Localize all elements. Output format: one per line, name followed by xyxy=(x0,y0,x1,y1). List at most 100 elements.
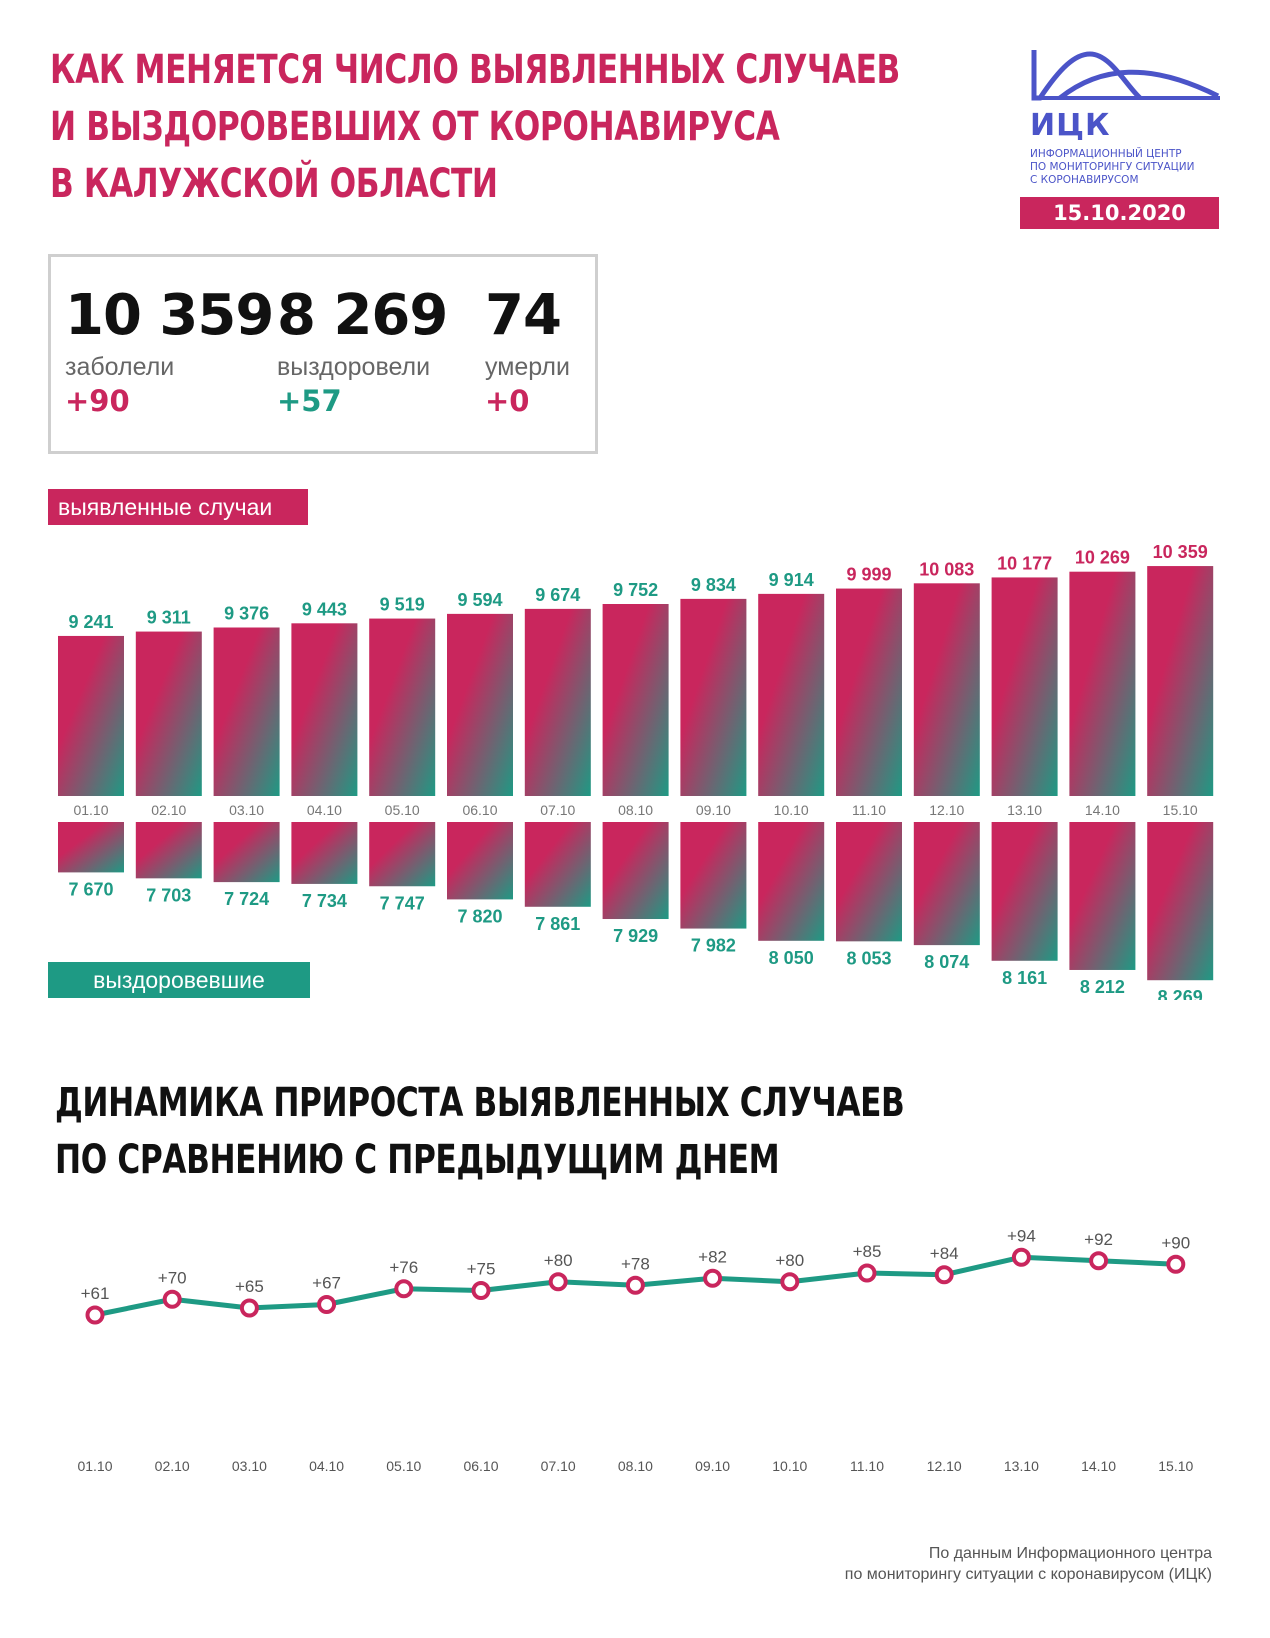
stat-sick-value: 10 359 xyxy=(65,283,274,348)
main-title-line2: И ВЫЗДОРОВЕВШИХ ОТ КОРОНАВИРУСА xyxy=(50,104,780,150)
cases-value-label: 10 083 xyxy=(919,559,974,579)
cases-value-label: 9 594 xyxy=(457,590,502,610)
growth-point xyxy=(394,1279,414,1299)
date-tick-label: 13.10 xyxy=(1007,802,1042,818)
recovered-value-label: 7 724 xyxy=(224,889,269,909)
recovered-bar xyxy=(758,822,825,941)
growth-value-label: +80 xyxy=(775,1251,804,1270)
growth-value-label: +92 xyxy=(1084,1230,1113,1249)
stats-box: 10 359 заболели +90 8 269 выздоровели +5… xyxy=(48,254,598,454)
recovered-bar xyxy=(913,822,980,946)
cases-value-label: 9 999 xyxy=(846,565,891,585)
growth-value-label: +76 xyxy=(389,1258,418,1277)
date-tick-label: 11.10 xyxy=(852,802,886,818)
growth-value-label: +94 xyxy=(1007,1226,1036,1245)
date-tick-label: 02.10 xyxy=(151,802,186,818)
line-chart-title: ДИНАМИКА ПРИРОСТА ВЫЯВЛЕННЫХ СЛУЧАЕВ ПО … xyxy=(55,1075,905,1189)
growth-date-label: 08.10 xyxy=(618,1458,653,1474)
recovered-value-label: 8 050 xyxy=(769,948,814,968)
recovered-value-label: 8 269 xyxy=(1158,987,1203,1000)
growth-date-label: 15.10 xyxy=(1158,1458,1193,1474)
growth-point xyxy=(162,1289,182,1309)
cases-bar xyxy=(602,604,669,796)
recovered-bar xyxy=(135,822,202,879)
recovered-value-label: 7 703 xyxy=(146,885,191,905)
growth-point xyxy=(85,1305,105,1325)
stat-recovered-delta: +57 xyxy=(277,384,342,418)
cases-bar xyxy=(213,627,280,796)
recovered-value-label: 7 929 xyxy=(613,926,658,946)
recovered-bar xyxy=(1069,822,1136,970)
cases-value-label: 9 519 xyxy=(380,595,425,615)
growth-date-label: 05.10 xyxy=(386,1458,421,1474)
growth-point xyxy=(1166,1254,1186,1274)
cases-value-label: 10 269 xyxy=(1075,548,1130,568)
recovered-bar xyxy=(991,822,1058,961)
badge-cases: выявленные случаи xyxy=(48,489,308,525)
main-title-line3: В КАЛУЖСКОЙ ОБЛАСТИ xyxy=(50,161,498,207)
cases-bar xyxy=(524,608,591,796)
growth-point xyxy=(625,1275,645,1295)
recovered-bar xyxy=(524,822,591,907)
growth-value-label: +85 xyxy=(853,1242,882,1261)
cases-value-label: 9 752 xyxy=(613,580,658,600)
line-chart-title-line2: ПО СРАВНЕНИЮ С ПРЕДЫДУЩИМ ДНЕМ xyxy=(55,1137,780,1183)
growth-date-label: 12.10 xyxy=(927,1458,962,1474)
recovered-bar xyxy=(602,822,669,920)
date-badge: 15.10.2020 xyxy=(1020,197,1219,229)
recovered-bar xyxy=(291,822,358,884)
recovered-value-label: 8 053 xyxy=(846,948,891,968)
stat-recovered-label: выздоровели xyxy=(277,353,431,381)
growth-point xyxy=(1011,1247,1031,1267)
growth-date-label: 10.10 xyxy=(772,1458,807,1474)
date-tick-label: 12.10 xyxy=(929,802,964,818)
recovered-bar xyxy=(680,822,747,929)
growth-point xyxy=(857,1263,877,1283)
growth-point xyxy=(317,1295,337,1314)
date-tick-label: 10.10 xyxy=(774,802,809,818)
growth-point xyxy=(703,1268,723,1288)
cases-value-label: 9 376 xyxy=(224,604,269,624)
recovered-value-label: 8 074 xyxy=(924,952,969,972)
stat-died-delta: +0 xyxy=(485,384,530,418)
recovered-value-label: 7 670 xyxy=(68,879,113,899)
growth-value-label: +70 xyxy=(158,1268,187,1287)
growth-point xyxy=(1089,1251,1109,1271)
cases-bar xyxy=(135,631,202,796)
stat-sick-delta: +90 xyxy=(65,384,130,418)
line-chart-title-line1: ДИНАМИКА ПРИРОСТА ВЫЯВЛЕННЫХ СЛУЧАЕВ xyxy=(55,1080,905,1126)
growth-date-label: 09.10 xyxy=(695,1458,730,1474)
cases-bar xyxy=(291,623,358,796)
stat-sick-label: заболели xyxy=(65,353,175,381)
recovered-bar xyxy=(836,822,902,942)
recovered-bar xyxy=(213,822,280,883)
growth-value-label: +90 xyxy=(1161,1233,1190,1252)
growth-date-label: 02.10 xyxy=(155,1458,190,1474)
logo-desc-line1: ИНФОРМАЦИОННЫЙ ЦЕНТР xyxy=(1030,148,1182,160)
footer-line2: по мониторингу ситуации с коронавирусом … xyxy=(844,1566,1212,1583)
date-tick-label: 14.10 xyxy=(1085,802,1120,818)
stat-recovered: 8 269 выздоровели +57 xyxy=(277,283,448,419)
growth-value-label: +78 xyxy=(621,1254,650,1273)
recovered-bar xyxy=(369,822,436,887)
logo-wave-icon xyxy=(1031,50,1220,101)
cases-bar xyxy=(369,618,436,796)
recovered-value-label: 7 861 xyxy=(535,914,580,934)
recovered-value-label: 7 734 xyxy=(302,891,347,911)
growth-date-label: 04.10 xyxy=(309,1458,344,1474)
cases-bar xyxy=(758,593,825,796)
stat-died: 74 умерли +0 xyxy=(485,285,570,419)
cases-bar xyxy=(1147,566,1214,796)
footer-line1: По данным Информационного центра xyxy=(928,1545,1212,1562)
main-title: КАК МЕНЯЕТСЯ ЧИСЛО ВЫЯВЛЕННЫХ СЛУЧАЕВ И … xyxy=(50,42,900,213)
growth-date-label: 01.10 xyxy=(77,1458,112,1474)
recovered-value-label: 7 982 xyxy=(691,936,736,956)
date-tick-label: 06.10 xyxy=(462,802,497,818)
growth-value-label: +67 xyxy=(312,1274,341,1293)
cases-bar xyxy=(1069,571,1136,796)
cases-bar xyxy=(680,598,747,796)
date-tick-label: 03.10 xyxy=(229,802,264,818)
growth-point xyxy=(548,1272,568,1292)
stat-recovered-value: 8 269 xyxy=(277,283,448,348)
cases-bar xyxy=(913,583,980,796)
